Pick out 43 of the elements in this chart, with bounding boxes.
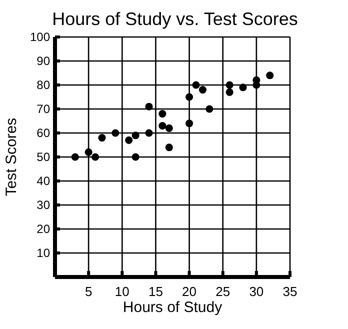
y-axis-title: Test Scores — [3, 118, 20, 196]
point — [198, 86, 206, 94]
point — [145, 102, 153, 110]
y-tick-label: 10 — [36, 246, 50, 260]
x-tick-label: 25 — [216, 284, 230, 300]
point — [84, 148, 92, 156]
point — [125, 136, 133, 144]
y-tick-label: 20 — [36, 222, 50, 236]
point — [206, 105, 214, 113]
point — [165, 124, 173, 132]
point — [239, 84, 247, 92]
chart-title: Hours of Study vs. Test Scores — [52, 9, 298, 29]
point — [112, 129, 120, 137]
point — [145, 129, 153, 137]
y-tick-label: 90 — [36, 54, 50, 68]
point — [132, 132, 140, 140]
x-tick-label: 10 — [114, 284, 130, 300]
x-tick-label: 35 — [282, 284, 298, 300]
point — [226, 88, 234, 96]
point — [165, 144, 173, 152]
point — [158, 110, 166, 118]
y-tick-label: 100 — [30, 30, 50, 44]
x-axis-title: Hours of Study — [122, 299, 223, 316]
point — [192, 81, 200, 89]
point — [226, 81, 234, 89]
y-tick-label: 40 — [36, 174, 50, 188]
point — [158, 122, 166, 130]
x-tick-label: 15 — [148, 284, 163, 300]
point — [266, 72, 274, 80]
point — [186, 120, 194, 128]
y-tick-label: 60 — [36, 126, 50, 140]
y-tick-label: 80 — [36, 78, 50, 92]
point — [132, 153, 140, 161]
y-tick-label: 50 — [36, 150, 50, 164]
y-tick-label: 30 — [36, 198, 50, 212]
point — [92, 153, 100, 161]
x-tick-label: 20 — [182, 284, 197, 300]
point — [71, 153, 79, 161]
x-tick-label: 30 — [249, 284, 264, 300]
point — [186, 93, 194, 101]
x-tick-label: 5 — [84, 284, 92, 300]
point — [98, 134, 106, 142]
y-tick-label: 70 — [36, 102, 50, 116]
